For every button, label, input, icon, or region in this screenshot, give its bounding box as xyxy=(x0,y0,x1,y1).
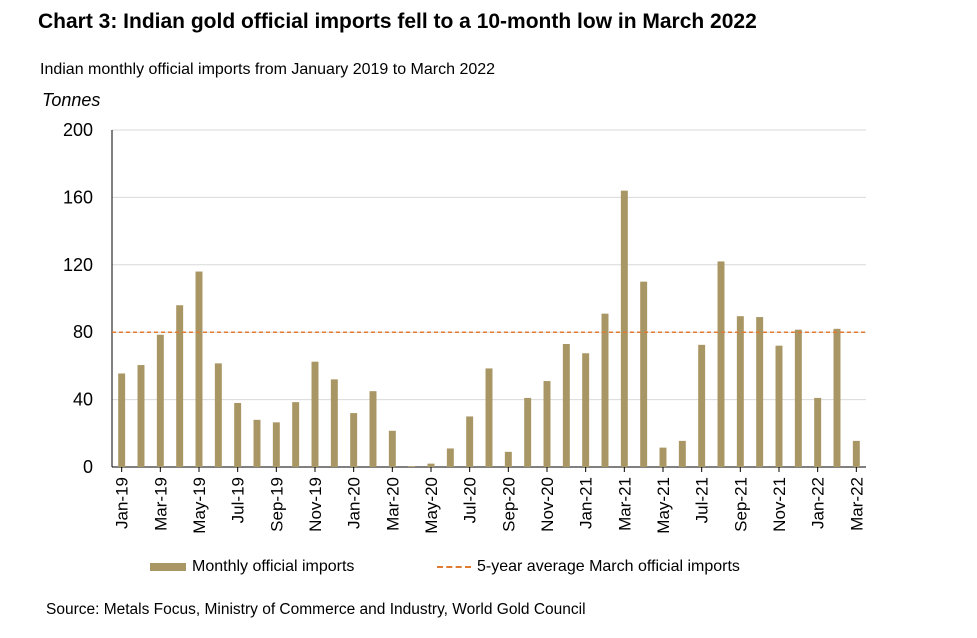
chart-subtitle: Indian monthly official imports from Jan… xyxy=(40,61,496,78)
x-tick-label-sep-21: Sep-21 xyxy=(731,477,750,532)
y-tick-label-80: 80 xyxy=(73,322,93,342)
bar-feb-22 xyxy=(833,328,841,467)
x-tick-label-sep-19: Sep-19 xyxy=(267,477,286,532)
bar-may-19 xyxy=(195,271,203,467)
x-tick-label-mar-20: Mar-20 xyxy=(383,477,402,531)
legend-swatch-dashed-line xyxy=(437,566,471,568)
y-tick-label-0: 0 xyxy=(83,457,93,477)
bar-aug-20 xyxy=(485,368,493,467)
bar-apr-19 xyxy=(176,305,184,467)
bar-aug-19 xyxy=(253,419,261,467)
legend-label-5yr-average: 5-year average March official imports xyxy=(477,558,740,575)
bar-jul-19 xyxy=(234,402,242,467)
bar-jan-20 xyxy=(350,413,358,467)
bar-mar-19 xyxy=(156,334,164,467)
x-tick-label-may-21: May-21 xyxy=(654,477,673,534)
bar-sep-20 xyxy=(504,451,512,467)
legend: Monthly official imports 5-year average … xyxy=(0,558,977,580)
y-tick-label-160: 160 xyxy=(63,187,93,207)
x-tick-label-may-20: May-20 xyxy=(422,477,441,534)
bar-dec-19 xyxy=(330,379,338,467)
x-tick-label-nov-20: Nov-20 xyxy=(538,477,557,532)
x-tick-label-mar-22: Mar-22 xyxy=(847,477,866,531)
bar-chart: 0 40 80 120 160 200 Jan-19 Mar-19 May-19 Jul-19 Se… xyxy=(63,120,866,534)
bar-jan-22 xyxy=(814,397,822,467)
bar-nov-20 xyxy=(543,381,551,467)
legend-label-monthly-imports: Monthly official imports xyxy=(192,558,355,575)
bar-feb-20 xyxy=(369,391,377,467)
bar-mar-20 xyxy=(388,430,396,467)
bar-apr-20 xyxy=(408,466,416,467)
x-tick-label-nov-21: Nov-21 xyxy=(770,477,789,532)
bar-sep-21 xyxy=(736,316,744,467)
y-tick-label-40: 40 xyxy=(73,390,93,410)
x-tick-label-jul-19: Jul-19 xyxy=(229,477,248,523)
x-tick-label-jan-22: Jan-22 xyxy=(809,477,828,529)
x-tick-label-may-19: May-19 xyxy=(190,477,209,534)
x-tick-label-jan-21: Jan-21 xyxy=(577,477,596,529)
bar-oct-20 xyxy=(524,397,532,467)
bar-dec-20 xyxy=(562,343,570,467)
bar-feb-19 xyxy=(137,365,145,467)
y-axis-label: Tonnes xyxy=(42,90,101,110)
bar-jun-19 xyxy=(214,363,222,467)
x-tick-label-jan-20: Jan-20 xyxy=(345,477,364,529)
bar-jun-21 xyxy=(678,440,686,467)
chart-title: Chart 3: Indian gold official imports fe… xyxy=(38,10,757,33)
bar-oct-21 xyxy=(756,317,764,467)
x-tick-label-nov-19: Nov-19 xyxy=(306,477,325,532)
bar-may-21 xyxy=(659,447,667,467)
bar-jan-19 xyxy=(118,373,126,467)
x-tick-label-jul-20: Jul-20 xyxy=(461,477,480,523)
source-note: Source: Metals Focus, Ministry of Commer… xyxy=(46,601,586,618)
y-tick-label-200: 200 xyxy=(63,120,93,140)
bar-mar-22 xyxy=(852,440,860,467)
x-tick-label-jul-21: Jul-21 xyxy=(693,477,712,523)
bar-jun-20 xyxy=(446,448,454,467)
bar-dec-21 xyxy=(794,329,802,467)
legend-item-5yr-average: 5-year average March official imports xyxy=(437,558,740,576)
bar-mar-21 xyxy=(620,190,628,467)
legend-swatch-bar xyxy=(150,563,186,571)
x-tick-label-sep-20: Sep-20 xyxy=(499,477,518,532)
bar-nov-21 xyxy=(775,345,783,467)
x-tick-label-jan-19: Jan-19 xyxy=(113,477,132,529)
bar-jan-21 xyxy=(582,353,590,467)
bar-sep-19 xyxy=(272,422,280,467)
bar-oct-19 xyxy=(292,402,300,467)
x-tick-label-mar-19: Mar-19 xyxy=(151,477,170,531)
bar-jul-20 xyxy=(466,416,474,467)
bar-jul-21 xyxy=(698,344,706,467)
bar-apr-21 xyxy=(640,281,648,467)
bar-nov-19 xyxy=(311,361,319,467)
x-tick-label-mar-21: Mar-21 xyxy=(615,477,634,531)
legend-item-monthly-imports: Monthly official imports xyxy=(150,558,354,576)
bar-may-20 xyxy=(427,463,435,467)
y-tick-label-120: 120 xyxy=(63,255,93,275)
bar-feb-21 xyxy=(601,313,609,467)
bar-aug-21 xyxy=(717,261,725,467)
